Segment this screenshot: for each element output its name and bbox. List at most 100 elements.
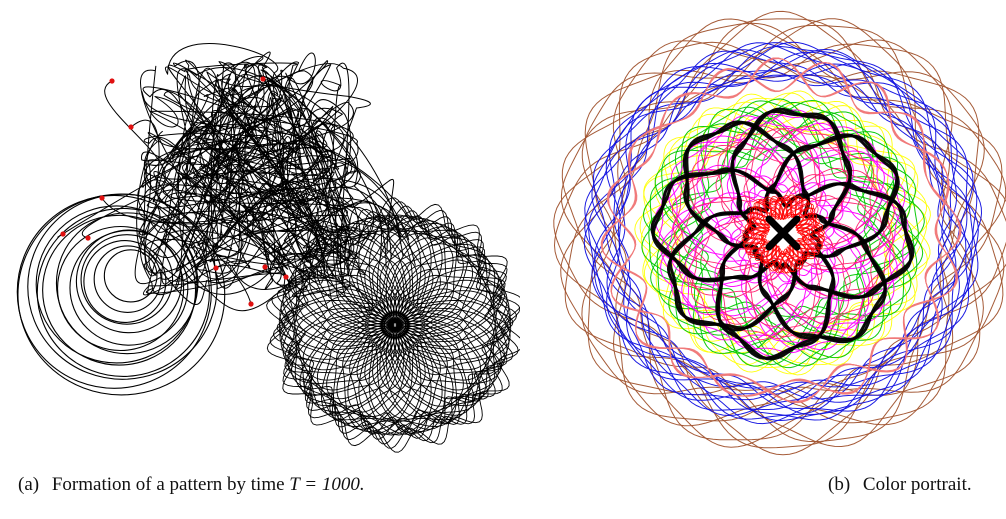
outer-scallop — [280, 214, 510, 436]
outer-scallop — [266, 197, 520, 453]
start-point — [85, 235, 91, 241]
portrait-curve — [584, 39, 984, 422]
portrait-curve — [749, 201, 816, 264]
spiral-loop — [316, 220, 469, 421]
portrait-curve — [588, 42, 983, 421]
portrait-curve — [560, 24, 1004, 448]
portrait-curve — [608, 57, 959, 402]
outer-scallop — [269, 201, 520, 449]
spiral-loop — [309, 233, 481, 424]
portrait-curve — [591, 50, 969, 415]
ring-trajectory — [16, 194, 212, 389]
wandering-trajectory — [136, 59, 404, 312]
start-point — [262, 264, 268, 270]
caption-b-label: (b) — [828, 474, 851, 495]
portrait-curve — [594, 49, 974, 412]
wandering-trajectory — [138, 63, 382, 305]
start-point — [109, 78, 115, 84]
portrait-curve — [584, 45, 979, 425]
spiral-loop — [316, 229, 469, 430]
caption-b-text: Color portrait. — [862, 474, 972, 495]
spiral-loop — [294, 254, 506, 400]
spiral-loop — [309, 226, 481, 417]
outer-scallop — [276, 210, 514, 440]
portrait-curve — [606, 62, 958, 400]
portrait-curve — [553, 10, 1006, 449]
portrait-curve — [643, 93, 928, 366]
portrait-curve — [715, 128, 849, 341]
wandering-trajectory — [130, 62, 410, 297]
start-point — [248, 301, 254, 307]
portrait-curve — [654, 111, 905, 354]
portrait-curve — [666, 133, 899, 330]
spiral-loop — [298, 243, 499, 407]
caption-b-text-block: (b) Color portrait. — [828, 474, 972, 496]
ring-trajectory — [75, 229, 183, 334]
start-point — [283, 274, 289, 280]
portrait-curve — [651, 167, 915, 299]
spiral-loop — [294, 250, 506, 396]
ring-trajectory — [80, 234, 174, 325]
spiral-loop — [336, 214, 448, 432]
portrait-curve — [587, 41, 985, 426]
portrait-curve — [601, 62, 962, 397]
portrait-curve — [691, 145, 878, 325]
portrait-curve — [643, 97, 918, 376]
portrait-curve — [674, 169, 895, 298]
portrait-curve — [711, 109, 852, 354]
portrait-curve — [748, 199, 820, 268]
start-point — [60, 231, 66, 237]
portrait-curve — [660, 150, 906, 317]
outer-scallop — [272, 205, 518, 445]
spiral-loop — [302, 234, 491, 413]
portrait-curve — [654, 92, 916, 375]
center-cross — [765, 215, 801, 251]
caption-a-label: (a) — [18, 474, 40, 495]
portrait-curve — [745, 198, 819, 270]
outer-scallop — [285, 217, 505, 433]
panel-a-pattern-formation: (a) Formation of a pattern by time T = 1… — [16, 43, 520, 496]
spiral-loop — [336, 218, 448, 436]
caption-a-math: T = 1000. — [289, 474, 365, 495]
spiral-loop — [347, 215, 441, 435]
spiral-loop — [326, 216, 457, 427]
start-point — [213, 265, 219, 271]
portrait-curve — [716, 110, 853, 361]
portrait-curve — [717, 125, 851, 338]
start-point — [128, 124, 134, 130]
caption-a: (a) Formation of a pattern by time T = 1… — [18, 474, 365, 496]
portrait-curve — [583, 42, 978, 422]
ring-trajectory — [56, 225, 185, 352]
start-point — [99, 195, 105, 201]
trajectory-plot — [16, 43, 520, 453]
panel-b-color-portrait — [530, 0, 1006, 519]
portrait-curve — [643, 90, 919, 368]
ring-trajectory — [55, 212, 199, 355]
ring-trajectory — [42, 214, 197, 366]
portrait-curve — [592, 48, 973, 411]
ring-trajectory — [83, 240, 167, 323]
portrait-curve — [608, 63, 960, 401]
ring-trajectory — [35, 205, 198, 364]
ring-trajectory — [93, 245, 162, 313]
wandering-trajectory — [138, 91, 395, 296]
spiral-loop — [326, 223, 457, 434]
spiral-loop — [298, 243, 499, 407]
color-portrait-plot — [553, 10, 1006, 456]
wandering-trajectory — [143, 64, 402, 305]
portrait-curve — [634, 105, 928, 359]
spiral-loop — [282, 274, 512, 381]
start-point — [260, 76, 266, 82]
ring-trajectory — [69, 230, 189, 346]
spiral-loop — [282, 269, 512, 376]
portrait-curve — [564, 22, 1006, 448]
caption-a-text: Formation of a pattern by time — [51, 474, 285, 495]
portrait-curve — [688, 141, 875, 321]
portrait-curve — [553, 18, 1006, 456]
portrait-curve — [697, 115, 870, 351]
portrait-curve — [639, 101, 931, 366]
portrait-curve — [640, 100, 931, 366]
portrait-curve — [682, 120, 887, 342]
spiral-loop — [302, 237, 491, 416]
ring-trajectory — [103, 249, 158, 303]
